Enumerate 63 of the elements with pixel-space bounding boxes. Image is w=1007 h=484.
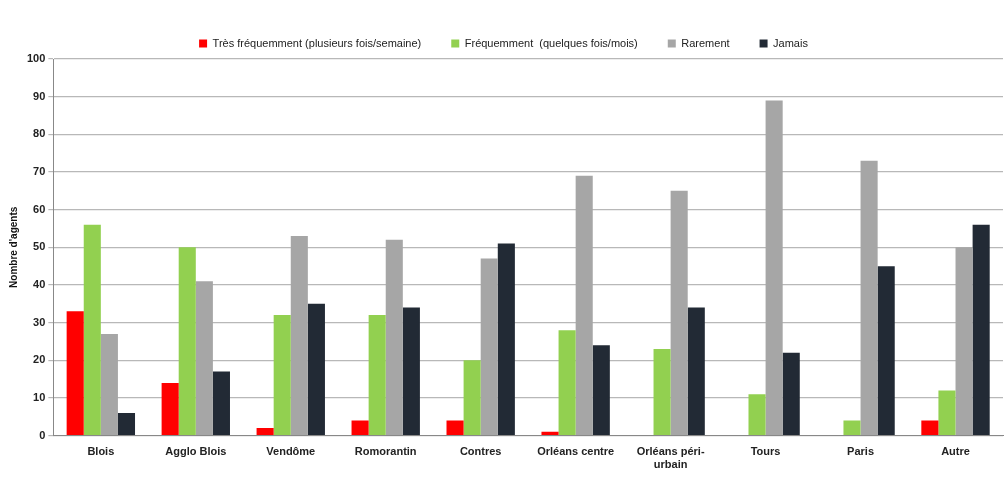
- bar: [653, 348, 671, 435]
- bar: [161, 382, 179, 435]
- bar: [843, 420, 861, 435]
- bar: [921, 420, 939, 435]
- x-tick-label: Tours: [750, 445, 781, 458]
- legend-label: Très fréquemment (plusieurs fois/semaine): [212, 36, 422, 49]
- bar: [195, 281, 213, 435]
- y-tick-label: 80: [33, 127, 46, 140]
- bar: [83, 224, 101, 435]
- bar: [938, 390, 956, 435]
- y-tick-label: 50: [33, 240, 46, 253]
- y-tick-label: 10: [33, 390, 46, 403]
- y-tick-label: 90: [33, 89, 46, 102]
- bar: [575, 175, 593, 435]
- bar: [446, 420, 464, 435]
- legend-label: Fréquemment (quelques fois/mois): [464, 36, 638, 49]
- y-tick-label: 30: [33, 315, 46, 328]
- legend-label: Rarement: [681, 36, 730, 49]
- y-tick-label: 20: [33, 353, 46, 366]
- bar: [66, 311, 84, 435]
- bar: [290, 236, 308, 435]
- bar: [782, 352, 800, 435]
- bar: [972, 224, 990, 435]
- bar: [368, 315, 386, 435]
- bar: [592, 345, 610, 435]
- bar: [463, 360, 481, 435]
- bar: [765, 100, 783, 435]
- bar: [877, 266, 895, 435]
- x-tick-label: Paris: [847, 445, 875, 458]
- y-tick-label: 40: [33, 277, 46, 290]
- x-tick-label: Orléans centre: [537, 445, 615, 458]
- bar: [351, 420, 369, 435]
- x-tick-label: Orléans péri-urbain: [636, 445, 705, 471]
- bar: [385, 239, 403, 435]
- bar: [860, 160, 878, 435]
- x-tick-label: Contres: [459, 445, 502, 458]
- x-tick-label: Blois: [87, 445, 115, 458]
- legend-label: Jamais: [773, 36, 809, 49]
- x-tick-label: Vendôme: [266, 445, 316, 458]
- bar: [307, 303, 325, 435]
- y-tick-label: 0: [39, 428, 46, 441]
- bar: [100, 333, 118, 435]
- bar: [541, 431, 559, 435]
- bar: [117, 413, 136, 435]
- bar: [670, 190, 688, 435]
- bar: [687, 307, 705, 435]
- bar: [256, 428, 274, 435]
- x-tick-label: Romorantin: [354, 445, 417, 458]
- y-tick-label: 60: [33, 202, 46, 215]
- bar: [955, 247, 973, 435]
- bar: [178, 247, 196, 435]
- x-tick-label: Agglo Blois: [165, 445, 227, 458]
- bar: [748, 394, 766, 435]
- bar: [402, 307, 420, 435]
- bar: [480, 258, 498, 435]
- x-tick-label: Autre: [941, 445, 970, 458]
- y-tick-label: 70: [33, 165, 46, 178]
- bar: [212, 371, 230, 435]
- y-axis-title: Nombre d'agents: [7, 206, 19, 288]
- bar: [558, 330, 576, 435]
- y-tick-label: 100: [26, 52, 46, 65]
- bar: [497, 243, 515, 435]
- bar: [273, 315, 291, 435]
